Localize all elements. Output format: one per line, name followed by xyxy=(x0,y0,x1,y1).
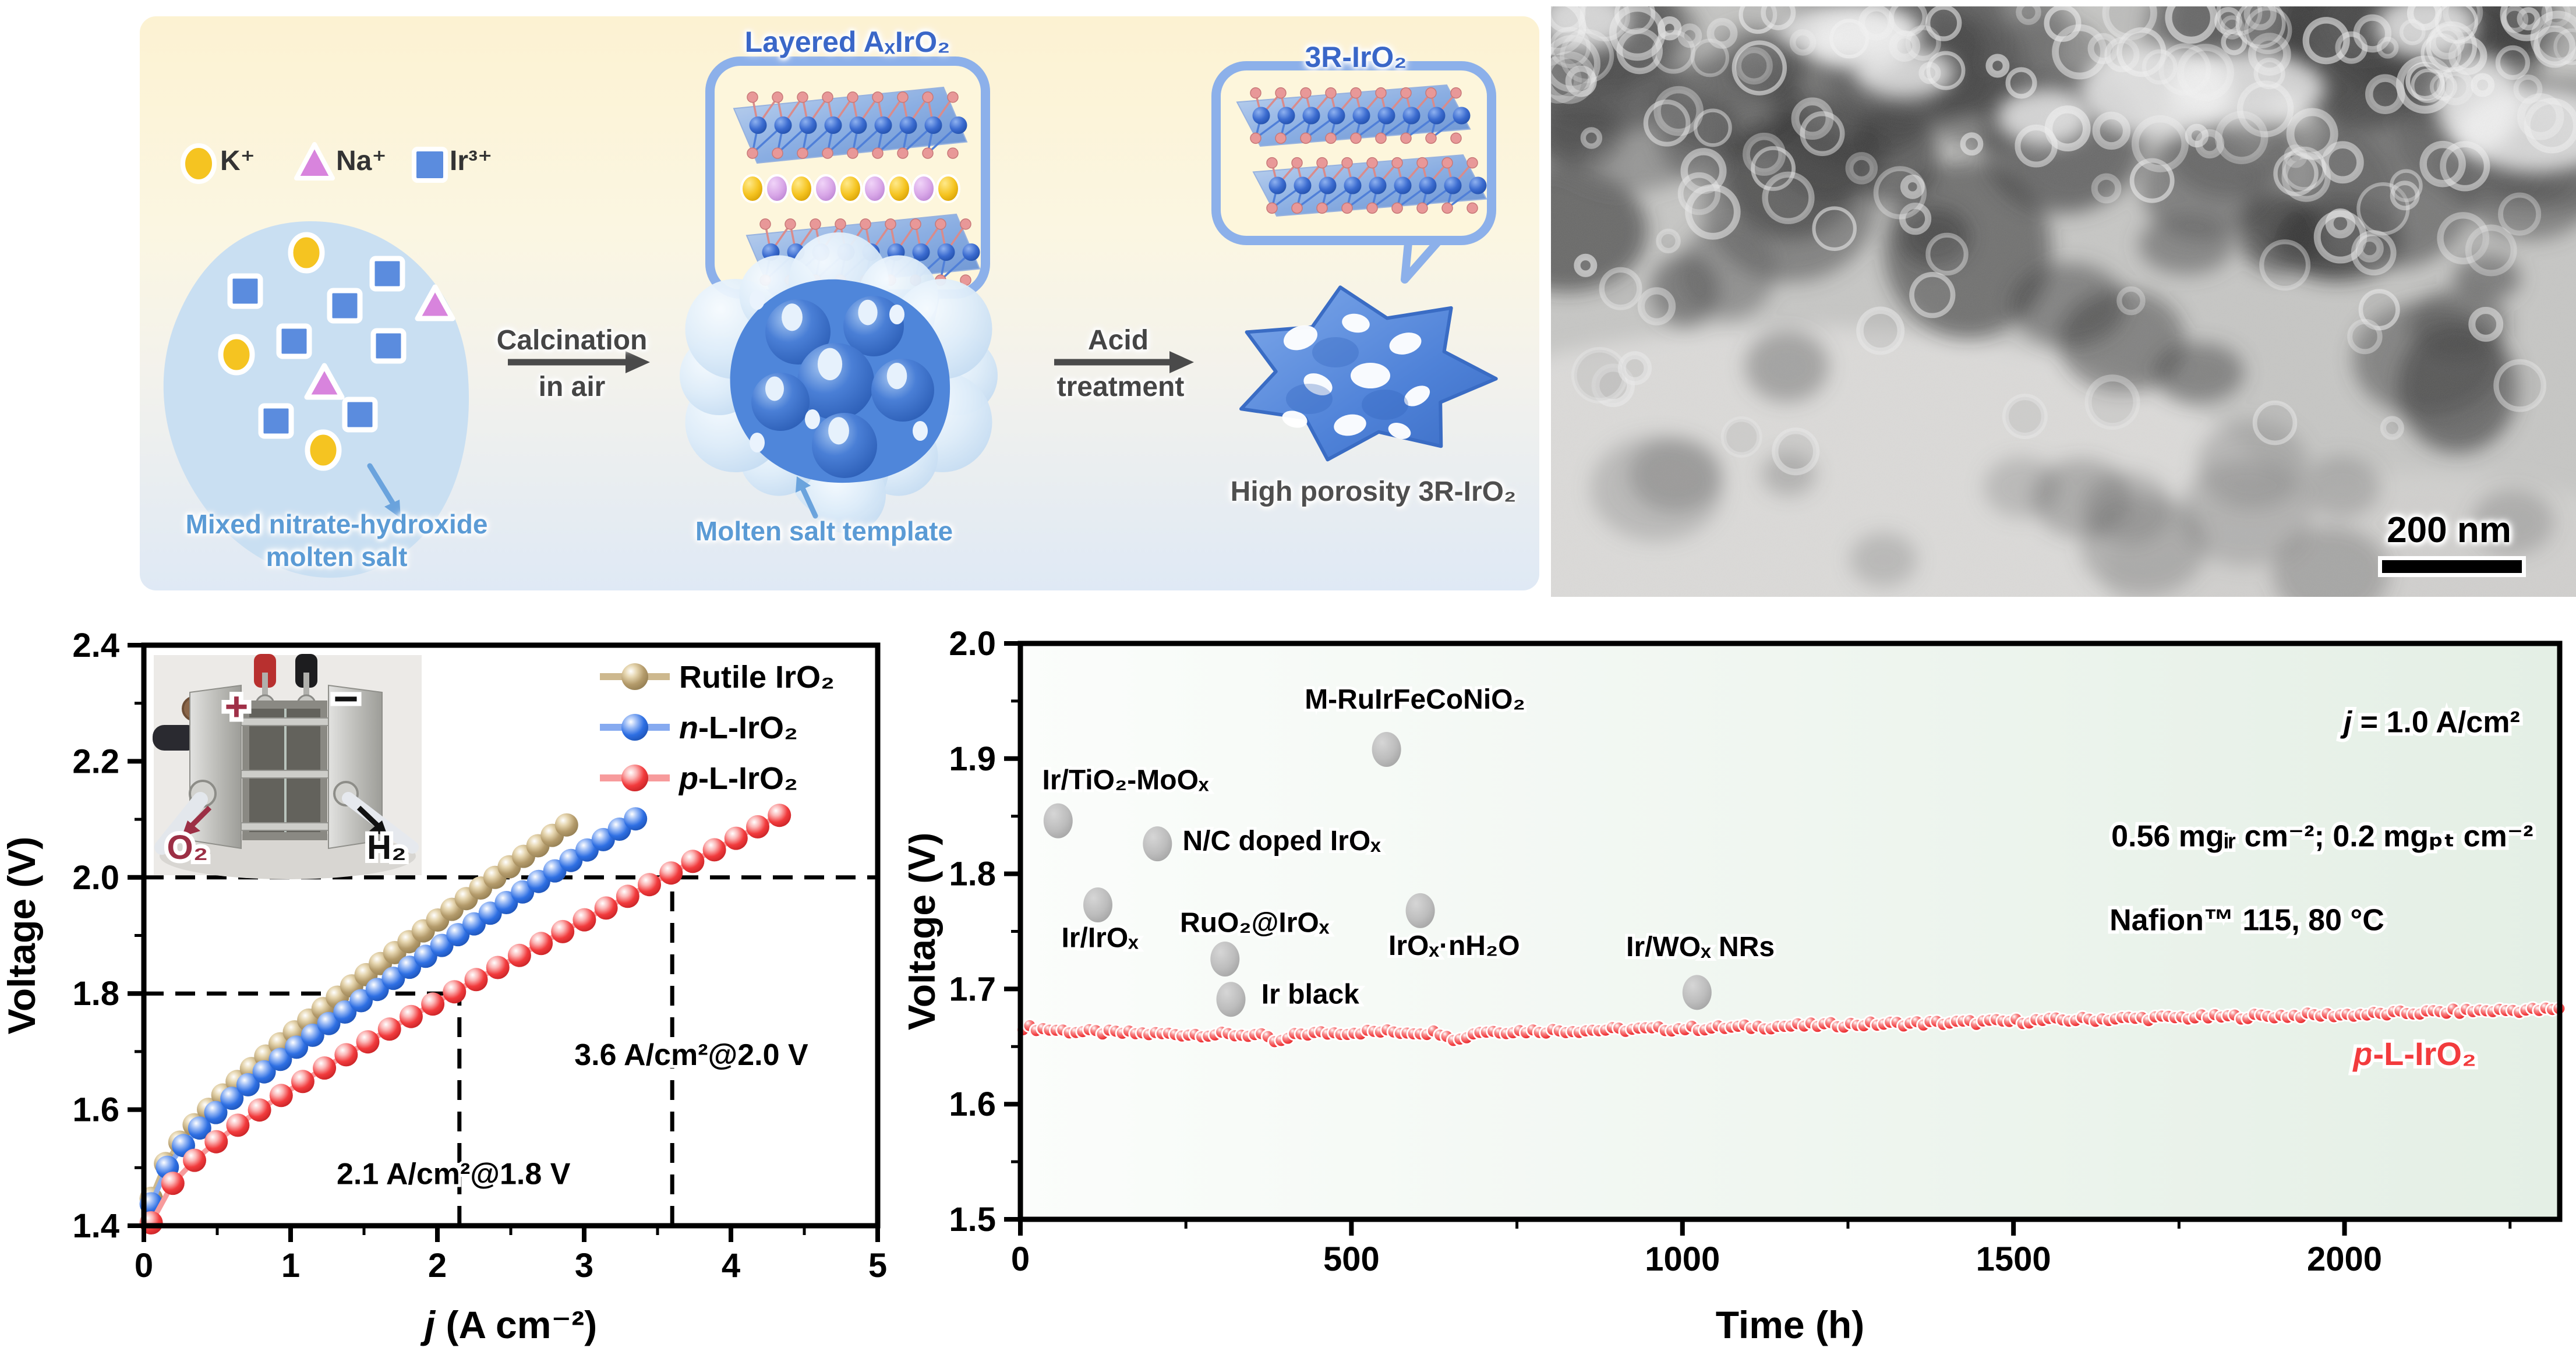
step2-line1: Acid xyxy=(1087,325,1149,356)
legend-k-label: K⁺ xyxy=(220,146,255,176)
step1-line2: in air xyxy=(538,372,606,402)
svg-text:H₂: H₂ xyxy=(367,829,407,866)
svg-text:1500: 1500 xyxy=(1976,1240,2051,1278)
svg-text:2.2: 2.2 xyxy=(72,742,119,780)
crystal-slab xyxy=(733,86,968,164)
precursor-label-line1: Mixed nitrate-hydroxide xyxy=(185,509,488,539)
step1-line1: Calcination xyxy=(496,325,648,356)
benchmark-label: Ir/TiO₂-MoOₓ xyxy=(1043,765,1209,795)
benchmark-label: Ir/WOₓ NRs xyxy=(1626,932,1775,963)
svg-text:p-L-IrO₂: p-L-IrO₂ xyxy=(678,761,798,796)
benchmark-label: IrOₓ·nH₂O xyxy=(1388,931,1520,961)
svg-text:−: − xyxy=(333,674,358,723)
tem-image xyxy=(1551,6,2576,597)
chart-legend: Rutile IrO₂ n-L-IrO₂ p-L-IrO₂ xyxy=(600,660,835,796)
callout1-title: Layered AₓIrO₂ xyxy=(744,26,950,58)
benchmark-label: Ir black xyxy=(1262,979,1359,1010)
svg-text:1.6: 1.6 xyxy=(72,1091,119,1129)
stability-chart: Ir/TiO₂-MoOₓ Ir/IrOₓ N/C doped IrOₓ RuO₂@Ir… xyxy=(909,625,2567,1346)
svg-text:1.4: 1.4 xyxy=(72,1207,119,1245)
svg-text:1.5: 1.5 xyxy=(949,1201,996,1239)
precursor-label-line2: molten salt xyxy=(266,542,408,572)
x-axis-title: Time (h) xyxy=(1716,1303,1864,1346)
callout2-title: 3R-IrO₂ xyxy=(1305,41,1407,73)
callout-3r xyxy=(1211,61,1496,284)
tem-scalebar-label: 200 nm xyxy=(2387,510,2511,550)
condition-label: Nafion™ 115, 80 °C xyxy=(2109,904,2384,937)
svg-text:2000: 2000 xyxy=(2307,1240,2382,1278)
svg-text:3: 3 xyxy=(575,1247,593,1285)
svg-text:1.8: 1.8 xyxy=(72,975,119,1013)
series-n-l-iro- xyxy=(139,807,648,1216)
axes: 1.4 1.6 1.8 2.0 2.2 2.4 0 1 2 3 4 5 xyxy=(72,627,887,1285)
y-axis-title: Voltage (V) xyxy=(909,833,943,1031)
product-label: High porosity 3R-IrO₂ xyxy=(1230,476,1517,507)
svg-text:500: 500 xyxy=(1323,1240,1380,1278)
svg-text:2: 2 xyxy=(428,1247,447,1285)
annotation: 3.6 A/cm²@2.0 V xyxy=(574,1038,808,1072)
svg-text:2.0: 2.0 xyxy=(72,859,119,897)
benchmark-label: Ir/IrOₓ xyxy=(1061,922,1139,953)
y-axis-title: Voltage (V) xyxy=(0,837,43,1035)
svg-text:1: 1 xyxy=(281,1247,300,1285)
template-label: Molten salt template xyxy=(695,516,953,546)
condition-label: j = 1.0 A/cm² xyxy=(2340,706,2520,740)
benchmark-label: M-RuIrFeCoNiO₂ xyxy=(1305,684,1525,715)
svg-text:4: 4 xyxy=(722,1247,740,1285)
precursor-blob xyxy=(163,221,469,578)
benchmark-label: RuO₂@IrOₓ xyxy=(1180,908,1330,939)
tem-texture xyxy=(1551,6,2576,597)
crystal-slab xyxy=(1252,154,1487,217)
x-axis-title: j (A cm⁻²) xyxy=(420,1303,597,1346)
schematic-art xyxy=(163,56,1498,578)
stability-series xyxy=(1016,1000,2567,1049)
svg-text:1.9: 1.9 xyxy=(949,740,996,778)
condition-label: 0.56 mgᵢᵣ cm⁻²; 0.2 mgₚₜ cm⁻² xyxy=(2111,819,2533,853)
svg-text:1.7: 1.7 xyxy=(949,970,996,1008)
legend-ir-label: Ir³⁺ xyxy=(450,146,493,176)
svg-text:2.0: 2.0 xyxy=(949,625,996,663)
step-arrow xyxy=(1054,351,1194,373)
axes: 1.5 1.6 1.7 1.8 1.9 2.0 0 500 1000 1500 2000 xyxy=(949,625,2563,1278)
legend-na-label: Na⁺ xyxy=(336,146,387,176)
svg-text:1.8: 1.8 xyxy=(949,855,996,893)
guide-lines xyxy=(144,875,878,1226)
svg-text:0: 0 xyxy=(135,1247,153,1285)
annotation: 2.1 A/cm²@1.8 V xyxy=(337,1157,571,1191)
svg-text:2.4: 2.4 xyxy=(72,627,119,664)
polarization-chart: 1.4 1.6 1.8 2.0 2.2 2.4 0 1 2 3 4 5 j (A cm⁻²) Voltag… xyxy=(0,627,887,1346)
svg-text:1.6: 1.6 xyxy=(949,1085,996,1123)
svg-text:1000: 1000 xyxy=(1645,1240,1720,1278)
step-arrow xyxy=(508,351,650,373)
molten-salt-cluster xyxy=(680,232,998,533)
porous-flake xyxy=(1239,285,1498,462)
series-p-l-iro- xyxy=(139,804,791,1234)
benchmark-label: N/C doped IrOₓ xyxy=(1183,826,1381,857)
svg-text:+: + xyxy=(225,684,249,729)
svg-text:O₂: O₂ xyxy=(167,829,209,866)
svg-text:0: 0 xyxy=(1011,1240,1030,1278)
tem-scalebar xyxy=(2382,560,2522,573)
svg-text:5: 5 xyxy=(868,1247,887,1285)
svg-text:n-L-IrO₂: n-L-IrO₂ xyxy=(679,710,798,745)
series-label: p-L-IrO₂ xyxy=(2352,1035,2476,1072)
benchmark-points: Ir/TiO₂-MoOₓ Ir/IrOₓ N/C doped IrOₓ RuO₂@Ir… xyxy=(1040,681,1778,1017)
crystal-slab xyxy=(1236,84,1471,147)
step2-line2: treatment xyxy=(1056,372,1185,402)
electrolyzer-photo: + − O₂ H₂ xyxy=(153,654,422,879)
svg-text:Rutile IrO₂: Rutile IrO₂ xyxy=(679,660,835,695)
